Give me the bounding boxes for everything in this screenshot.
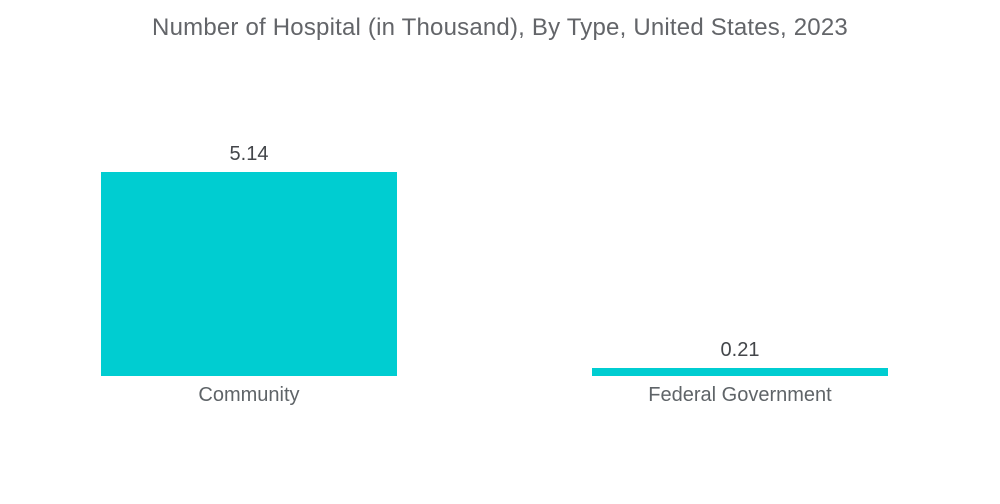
bar-federal-government: [592, 368, 888, 376]
bar-value-label-community: 5.14: [229, 143, 269, 165]
bar-community: [101, 172, 397, 376]
bar-value-label-federal-government: 0.21: [720, 339, 760, 361]
bar-group-community: 5.14: [101, 143, 397, 376]
chart-title: Number of Hospital (in Thousand), By Typ…: [152, 14, 848, 41]
category-label-federal-government: Federal Government: [648, 384, 832, 406]
bar-group-federal-government: 0.21: [592, 339, 888, 376]
plot-area: 5.14 0.21: [101, 143, 888, 376]
category-label-community: Community: [198, 384, 300, 406]
